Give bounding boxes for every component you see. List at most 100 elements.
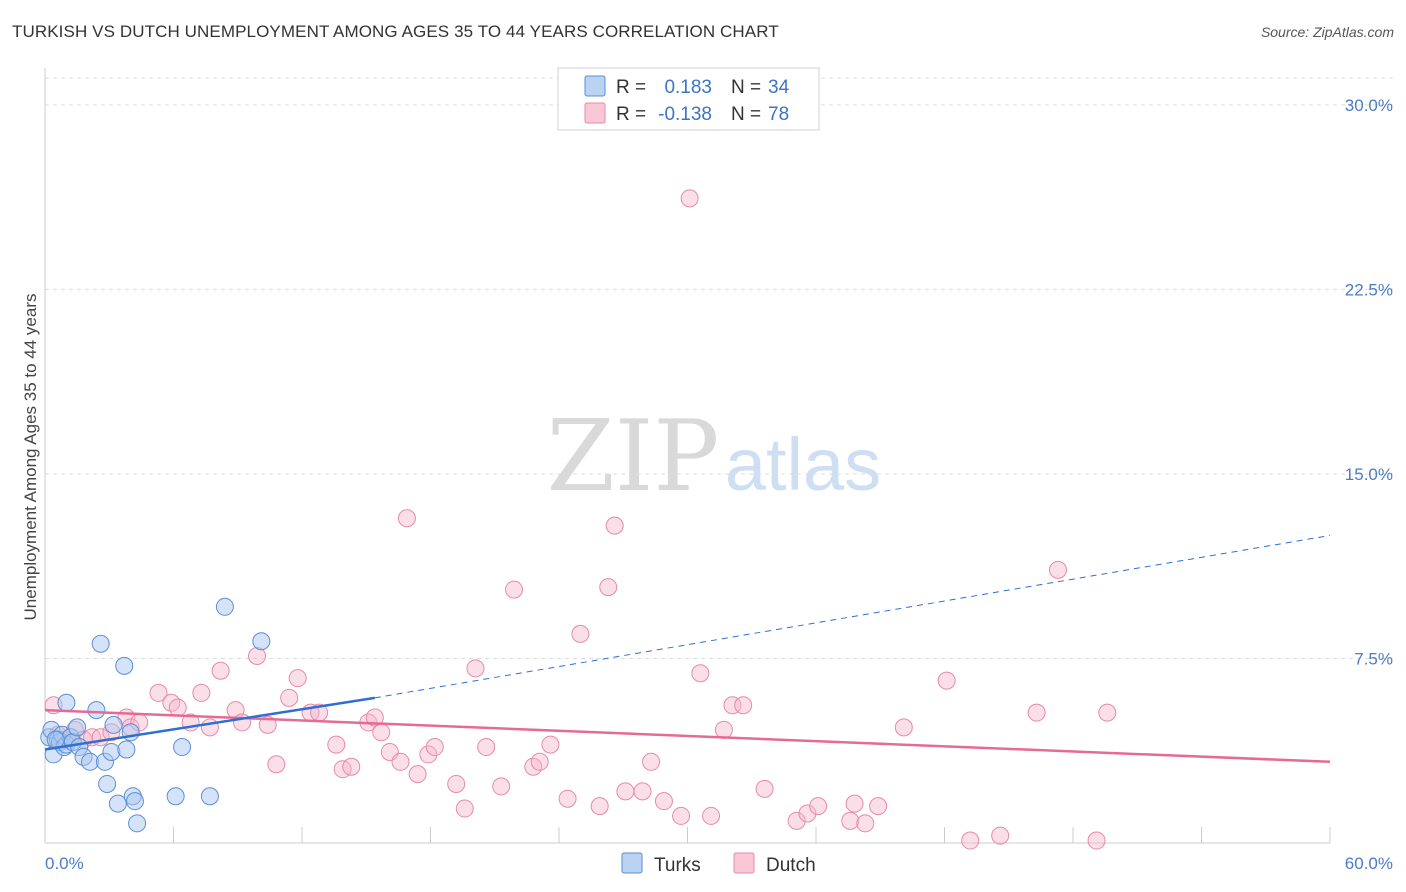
turks-point-16 <box>91 634 110 653</box>
dutch-point-27 <box>327 735 346 754</box>
dutch-point-72 <box>894 718 913 737</box>
dutch-point-16 <box>200 718 219 737</box>
dutch-point-11 <box>149 683 168 702</box>
dutch-point-59 <box>691 664 710 683</box>
turks-point-15 <box>87 701 106 720</box>
dutch-point-38 <box>425 738 444 757</box>
dutch-point-52 <box>605 516 624 535</box>
turks-point-8 <box>57 693 76 712</box>
dutch-point-22 <box>267 755 286 774</box>
turks-point-31 <box>215 597 234 616</box>
turks-point-18 <box>98 774 117 793</box>
dutch-point-23 <box>280 688 299 707</box>
dutch-point-43 <box>492 777 511 796</box>
dutch-point-13 <box>168 698 187 717</box>
dutch-point-76 <box>1027 703 1046 722</box>
bottom-legend-dutch: Dutch <box>766 855 816 876</box>
trend-lines <box>44 534 1331 764</box>
turks-point-20 <box>104 715 123 734</box>
y-tick-label-2: 22.5% <box>1345 280 1393 299</box>
dutch-point-49 <box>571 624 590 643</box>
dutch-point-15 <box>192 683 211 702</box>
legend-swatch-turks <box>584 75 606 97</box>
dutch-point-53 <box>616 782 635 801</box>
dutch-point-35 <box>397 509 416 528</box>
dutch-point-42 <box>477 738 496 757</box>
turks-trend-extension <box>374 534 1331 699</box>
legend-swatch-dutch <box>584 102 606 124</box>
dutch-points <box>44 189 1117 850</box>
turks-point-21 <box>108 794 127 813</box>
turks-point-29 <box>173 738 192 757</box>
dutch-point-54 <box>633 782 652 801</box>
dutch-point-77 <box>1087 831 1106 850</box>
turks-point-27 <box>128 814 147 833</box>
dutch-point-73 <box>937 671 956 690</box>
turks-points <box>40 597 271 833</box>
source-credit: Source: ZipAtlas.com <box>1260 24 1394 40</box>
dutch-point-48 <box>558 789 577 808</box>
turks-point-11 <box>68 718 87 737</box>
turks-point-32 <box>252 632 271 651</box>
dutch-point-21 <box>258 715 277 734</box>
dutch-point-71 <box>869 797 888 816</box>
dutch-point-55 <box>642 752 661 771</box>
turks-point-30 <box>200 787 219 806</box>
dutch-point-78 <box>1098 703 1117 722</box>
y-axis-label: Unemployment Among Ages 35 to 44 years <box>21 294 40 621</box>
dutch-point-69 <box>845 794 864 813</box>
turks-trend-line <box>44 696 376 751</box>
dutch-point-46 <box>530 752 549 771</box>
turks-point-28 <box>166 787 185 806</box>
y-tick-label-3: 30.0% <box>1345 96 1393 115</box>
dutch-point-63 <box>734 696 753 715</box>
dutch-point-61 <box>714 720 733 739</box>
dutch-point-39 <box>447 774 466 793</box>
legend-n-value-turks: 34 <box>768 77 790 98</box>
dutch-point-17 <box>211 661 230 680</box>
dutch-point-57 <box>672 806 691 825</box>
bottom-legend-swatch-dutch <box>733 852 755 874</box>
dutch-point-41 <box>466 659 485 678</box>
tick-labels: 7.5% 15.0% 22.5% 30.0% 0.0% 60.0% <box>45 96 1393 873</box>
turks-point-23 <box>117 740 136 759</box>
dutch-point-62 <box>723 696 742 715</box>
dutch-point-74 <box>961 831 980 850</box>
dutch-point-79 <box>1049 560 1068 579</box>
dutch-point-75 <box>991 826 1010 845</box>
dutch-point-50 <box>590 797 609 816</box>
gridlines <box>45 77 1393 659</box>
dutch-point-64 <box>755 779 774 798</box>
dutch-point-47 <box>541 735 560 754</box>
watermark-zip: ZIP <box>547 400 720 514</box>
legend-r-label-turks: R = <box>616 77 646 98</box>
dutch-point-40 <box>455 799 474 818</box>
dutch-point-51 <box>599 578 618 597</box>
correlation-legend: R = 0.183 N = 34 R = -0.138 N = 78 <box>557 67 820 131</box>
dutch-point-24 <box>288 669 307 688</box>
legend-r-value-dutch: -0.138 <box>658 104 712 125</box>
dutch-point-34 <box>391 752 410 771</box>
legend-n-label-dutch: N = <box>731 104 761 125</box>
turks-point-14 <box>80 752 99 771</box>
turks-point-22 <box>115 656 134 675</box>
axes <box>44 68 1331 844</box>
dutch-point-36 <box>408 765 427 784</box>
legend-n-label-turks: N = <box>731 77 761 98</box>
dutch-point-44 <box>505 580 524 599</box>
dutch-point-29 <box>342 757 361 776</box>
legend-r-value-turks: 0.183 <box>664 77 712 98</box>
y-tick-label-0: 7.5% <box>1354 649 1393 668</box>
dutch-point-56 <box>654 792 673 811</box>
dutch-point-68 <box>841 811 860 830</box>
dutch-trend-line <box>44 708 1331 764</box>
legend-n-value-dutch: 78 <box>768 104 789 125</box>
dutch-point-66 <box>798 804 817 823</box>
watermark-atlas: atlas <box>725 423 881 506</box>
y-tick-label-1: 15.0% <box>1345 465 1393 484</box>
dutch-point-60 <box>702 806 721 825</box>
legend-r-label-dutch: R = <box>616 104 646 125</box>
bottom-legend-swatch-turks <box>621 852 643 874</box>
dutch-point-37 <box>419 745 438 764</box>
